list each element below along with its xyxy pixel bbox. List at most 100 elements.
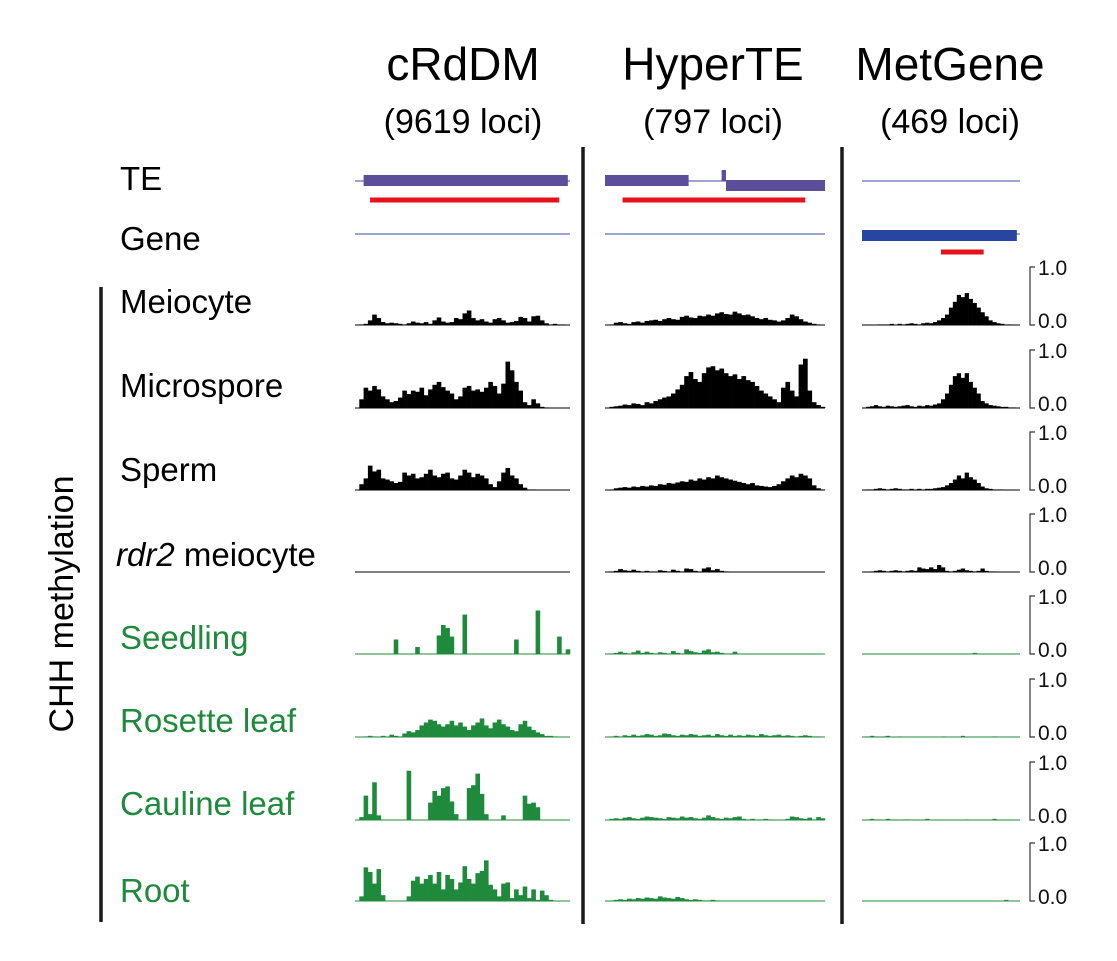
methylation-bar xyxy=(869,571,875,572)
scale-tick-min: 0.0 xyxy=(1038,722,1067,745)
methylation-bar xyxy=(441,473,446,490)
methylation-bar xyxy=(618,651,623,654)
methylation-bar xyxy=(889,323,894,325)
methylation-bar xyxy=(992,322,997,325)
methylation-bar xyxy=(653,319,659,325)
te-bar xyxy=(726,180,825,191)
methylation-bar xyxy=(496,481,502,490)
column-title-hyperte: HyperTE xyxy=(622,38,803,90)
methylation-bar xyxy=(666,653,672,654)
methylation-bar xyxy=(398,397,403,408)
methylation-bar xyxy=(372,736,377,737)
methylation-bar xyxy=(671,319,676,325)
methylation-bar xyxy=(889,488,894,490)
methylation-bar xyxy=(972,652,977,654)
methylation-bar xyxy=(937,565,942,572)
methylation-bar xyxy=(432,320,437,325)
methylation-bar xyxy=(657,570,663,572)
methylation-bar xyxy=(992,489,997,490)
methylation-bar xyxy=(944,314,950,325)
methylation-bar xyxy=(679,316,685,325)
methylation-bar xyxy=(428,719,433,737)
methylation-bar xyxy=(635,487,641,490)
methylation-bar xyxy=(518,895,523,901)
methylation-bar xyxy=(509,322,515,325)
methylation-bar xyxy=(701,735,707,737)
methylation-bar xyxy=(881,736,886,737)
methylation-bar xyxy=(423,722,429,737)
methylation-bar xyxy=(363,795,369,820)
methylation-bar xyxy=(662,319,667,325)
locus-bar xyxy=(370,197,560,203)
methylation-bar xyxy=(622,404,628,408)
methylation-bar xyxy=(509,370,515,408)
methylation-bar xyxy=(631,486,637,490)
methylation-bar xyxy=(419,323,425,325)
methylation-bar xyxy=(723,653,729,654)
methylation-bar xyxy=(657,896,663,901)
methylation-bar xyxy=(449,478,455,490)
methylation-bar xyxy=(701,817,707,820)
scale-bracket xyxy=(1029,431,1035,491)
methylation-bar xyxy=(968,298,973,325)
methylation-bar xyxy=(737,735,742,737)
methylation-bar xyxy=(732,311,738,325)
methylation-bar xyxy=(901,571,906,572)
methylation-bar xyxy=(996,323,1001,325)
methylation-bar xyxy=(539,890,545,901)
methylation-bar xyxy=(367,390,373,408)
methylation-bar xyxy=(649,320,654,325)
methylation-bar xyxy=(613,818,619,820)
methylation-bar xyxy=(976,307,981,325)
methylation-bar xyxy=(423,878,429,901)
methylation-bar xyxy=(684,817,689,820)
methylation-bar xyxy=(653,401,659,408)
methylation-bar xyxy=(363,867,369,901)
methylation-bar xyxy=(428,389,433,408)
methylation-bar xyxy=(436,317,442,325)
methylation-bar xyxy=(631,818,637,820)
methylation-bar xyxy=(613,406,619,408)
methylation-bar xyxy=(1008,407,1013,408)
methylation-bar xyxy=(462,387,468,408)
methylation-bar xyxy=(428,469,433,490)
methylation-bar xyxy=(948,483,954,490)
methylation-bar xyxy=(905,323,910,325)
methylation-bar xyxy=(715,370,720,408)
methylation-bar xyxy=(901,405,906,408)
methylation-bar xyxy=(415,391,420,408)
methylation-bar xyxy=(380,478,386,490)
methylation-bar xyxy=(359,896,364,901)
methylation-bar xyxy=(785,318,791,325)
methylation-bar xyxy=(367,872,373,901)
methylation-bar xyxy=(737,379,742,408)
methylation-bar xyxy=(441,321,446,325)
methylation-bar xyxy=(728,314,733,325)
methylation-bar xyxy=(710,652,716,654)
methylation-bar xyxy=(893,570,898,572)
methylation-bar xyxy=(925,569,930,572)
gene-track-label: Gene xyxy=(120,220,201,257)
methylation-bar xyxy=(772,399,777,408)
methylation-bar xyxy=(688,479,694,490)
methylation-bar xyxy=(807,735,813,737)
methylation-bar xyxy=(527,405,532,408)
methylation-bar xyxy=(449,720,455,737)
methylation-bar xyxy=(933,322,938,325)
methylation-bar xyxy=(644,486,650,490)
methylation-bar xyxy=(462,726,468,737)
methylation-bar xyxy=(432,791,437,820)
methylation-bar xyxy=(697,315,703,325)
methylation-bar xyxy=(484,814,489,820)
methylation-bar xyxy=(929,405,934,408)
methylation-bar xyxy=(897,406,902,408)
methylation-bar xyxy=(622,652,628,654)
methylation-bar xyxy=(613,735,619,737)
methylation-bar xyxy=(618,899,623,901)
methylation-bar xyxy=(719,818,725,820)
methylation-bar xyxy=(445,627,450,654)
methylation-bar xyxy=(657,320,663,325)
methylation-bar xyxy=(671,483,676,490)
methylation-bar xyxy=(976,393,981,408)
methylation-bar xyxy=(925,818,930,820)
